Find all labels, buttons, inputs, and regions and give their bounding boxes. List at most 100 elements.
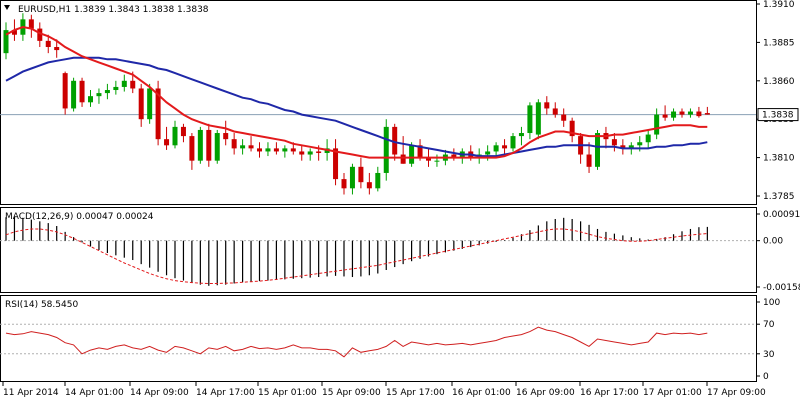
macd-pane-frame [0, 207, 757, 293]
candle-body [79, 80, 85, 103]
candle-body [392, 126, 398, 155]
candle-body [299, 151, 305, 155]
current-price-tag-box [757, 108, 799, 122]
candle-body [561, 114, 567, 121]
candle-body [37, 28, 43, 41]
candle-body [290, 148, 296, 152]
candle-body [671, 111, 677, 118]
candle-body [96, 93, 102, 97]
candle-body [248, 145, 254, 149]
time-axis-label: 16 Apr 01:00 [452, 388, 511, 398]
time-axis-label: 15 Apr 17:00 [386, 388, 445, 398]
candle-body [104, 90, 110, 94]
candle-body [197, 129, 203, 161]
candle-body [316, 151, 322, 153]
macd-axis-label: 0.00 [763, 237, 783, 247]
macd-axis-label: -0.00158 [763, 283, 800, 293]
candle-body [595, 133, 600, 167]
candle-body [164, 139, 170, 146]
macd-axis: 0.00091 0.00 -0.00158 [0, 210, 800, 293]
candle-body [569, 120, 575, 137]
candle-body [349, 166, 355, 189]
candle-body [113, 86, 119, 91]
candle-body [426, 157, 431, 161]
candle-body [400, 154, 406, 164]
candle-body [257, 148, 262, 152]
candle-body [223, 133, 229, 140]
candlestick-series [3, 13, 710, 195]
candle-body [544, 102, 550, 109]
current-price-tag: 1.3838 [757, 108, 799, 122]
price-pane: EURUSD,H1 1.3839 1.3843 1.3838 1.3838 1.… [0, 0, 799, 205]
candle-body [375, 172, 381, 189]
candle-body [273, 148, 279, 152]
candle-body [265, 148, 271, 152]
candle-body [333, 148, 339, 180]
candle-body [586, 154, 592, 167]
time-axis-label: 17 Apr 09:00 [707, 388, 766, 398]
candle-body [704, 113, 710, 115]
candle-body [417, 145, 423, 158]
rsi-pane-frame [0, 295, 757, 382]
rsi-axis-label: 70 [763, 320, 775, 330]
rsi-axis-label: 0 [763, 372, 769, 382]
rsi-axis-label: 30 [763, 350, 775, 360]
candle-body [502, 145, 508, 149]
candle-body [358, 166, 364, 183]
slow-moving-average-line [5, 56, 708, 158]
candle-body [434, 160, 440, 162]
candle-body [147, 88, 153, 120]
time-axis-label: 16 Apr 09:00 [516, 388, 575, 398]
time-axis-label: 15 Apr 01:00 [258, 388, 317, 398]
candle-body [88, 96, 93, 103]
candle-body [409, 145, 415, 164]
candle-body [206, 129, 212, 161]
price-axis-label: 1.3810 [763, 154, 795, 164]
price-axis-label: 1.3785 [763, 192, 795, 202]
time-axis-label: 14 Apr 17:00 [196, 388, 255, 398]
candle-body [54, 47, 60, 51]
candle-body [155, 88, 161, 140]
candle-body [121, 80, 127, 87]
candle-body [510, 136, 516, 149]
candle-body [240, 145, 246, 149]
candle-body [628, 145, 634, 149]
candle-body [637, 142, 643, 146]
candle-body [3, 30, 9, 54]
candle-body [535, 102, 541, 135]
candle-body [28, 19, 34, 29]
candle-body [654, 114, 660, 135]
time-axis-label: 16 Apr 17:00 [580, 388, 639, 398]
candle-body [611, 139, 617, 146]
candle-body [518, 133, 524, 137]
candle-body [552, 108, 558, 115]
rsi-line [5, 326, 708, 358]
candle-body [45, 40, 51, 48]
time-axis-label: 15 Apr 09:00 [322, 388, 381, 398]
time-axis: 11 Apr 2014 14 Apr 01:00 14 Apr 09:00 14 Ap… [2, 382, 766, 398]
candle-body [231, 139, 237, 149]
current-price-tag-text: 1.3838 [762, 111, 794, 121]
time-axis-label: 14 Apr 01:00 [65, 388, 124, 398]
price-axis-label: 1.3885 [763, 38, 795, 48]
macd-pane-title: MACD(12,26,9) 0.00047 0.00024 [5, 212, 154, 222]
fast-moving-average-line [5, 25, 708, 159]
rsi-axis: 100 70 30 0 [0, 298, 780, 382]
time-axis-label: 14 Apr 09:00 [130, 388, 189, 398]
macd-histogram [5, 216, 708, 286]
candle-body [189, 136, 195, 161]
macd-signal-line [5, 228, 708, 284]
candle-body [696, 111, 702, 117]
time-axis-label: 17 Apr 01:00 [643, 388, 702, 398]
price-pane-title: EURUSD,H1 1.3839 1.3843 1.3838 1.3838 [18, 5, 209, 15]
chart-menu-arrow-icon[interactable] [4, 5, 10, 10]
candle-body [11, 30, 17, 35]
candle-body [214, 133, 220, 161]
rsi-pane-title: RSI(14) 58.5450 [5, 300, 78, 310]
price-axis-label: 1.3910 [763, 0, 795, 10]
price-axis-label: 1.3860 [763, 77, 795, 87]
candle-body [138, 88, 144, 120]
candle-body [282, 148, 288, 152]
candle-body [180, 126, 186, 137]
rsi-pane: RSI(14) 58.5450 100 70 30 0 [0, 295, 780, 382]
